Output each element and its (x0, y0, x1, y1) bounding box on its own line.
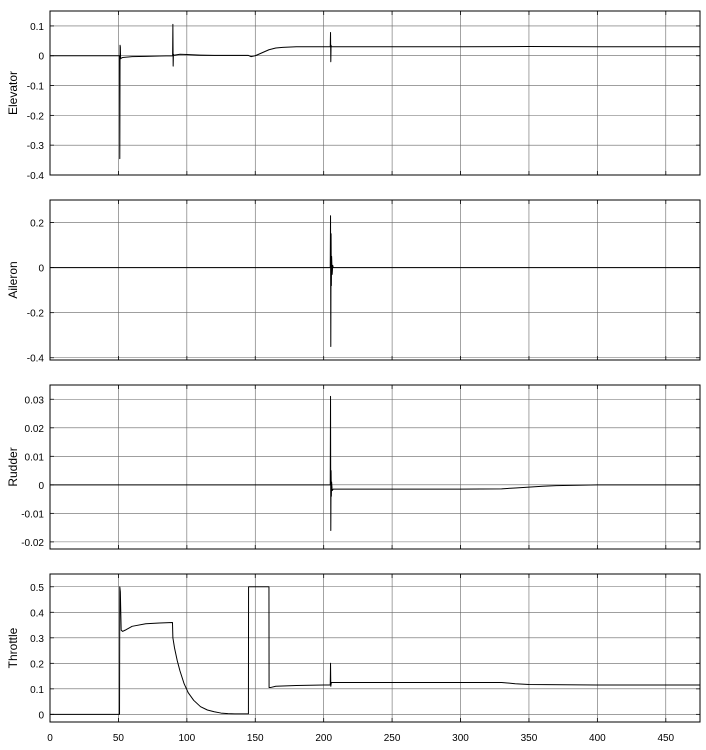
y-tick-label: -0.4 (27, 171, 45, 182)
panel-elevator: -0.4 -0.3 -0.2 -0.1 0 0.1 Elevator (6, 11, 700, 182)
y-axis-label: Elevator (6, 71, 20, 115)
x-tick-label: 50 (113, 733, 125, 744)
plot-area (50, 200, 700, 360)
y-tick-label: 0.2 (30, 659, 44, 670)
x-tick-label: 250 (384, 733, 401, 744)
x-tick-label: 300 (452, 733, 469, 744)
y-tick-label: -0.1 (27, 82, 45, 93)
y-tick-label: -0.02 (21, 538, 44, 549)
y-tick-label: -0.01 (21, 509, 44, 520)
y-tick-label: 0.3 (30, 634, 44, 645)
y-tick-label: 0.5 (30, 583, 44, 594)
x-tick-label: 100 (178, 733, 195, 744)
y-tick-label: 0.01 (25, 452, 45, 463)
y-tick-label: 0 (38, 264, 44, 275)
y-tick-label: 0 (38, 710, 44, 721)
panel-throttle: 0 0.1 0.2 0.3 0.4 0.5 Throttle 0 50 100 150 200 250 3… (6, 574, 700, 744)
y-tick-label: -0.2 (27, 111, 45, 122)
x-tick-label: 450 (657, 733, 674, 744)
y-tick-label: 0.2 (30, 219, 44, 230)
y-tick-label: 0.02 (25, 424, 45, 435)
plot-area (50, 574, 700, 722)
y-tick-label: 0.4 (30, 608, 44, 619)
panel-rudder: -0.02 -0.01 0 0.01 0.02 0.03 Rudder (6, 385, 700, 549)
x-tick-label: 150 (247, 733, 264, 744)
y-tick-label: -0.4 (27, 354, 45, 365)
plot-area (50, 385, 700, 549)
y-tick-label: 0.1 (30, 685, 44, 696)
y-axis-label: Aileron (6, 261, 20, 298)
y-tick-label: 0 (38, 481, 44, 492)
y-axis-label: Rudder (6, 447, 20, 486)
y-tick-label: 0 (38, 52, 44, 63)
y-tick-label: 0.1 (30, 22, 44, 33)
x-tick-label: 350 (521, 733, 538, 744)
y-tick-label: 0.03 (25, 395, 45, 406)
y-tick-label: -0.2 (27, 309, 45, 320)
panel-aileron: -0.4 -0.2 0 0.2 Aileron (6, 200, 700, 365)
y-axis-label: Throttle (6, 627, 20, 668)
x-tick-label: 0 (47, 733, 53, 744)
x-tick-label: 400 (589, 733, 606, 744)
x-tick-label: 200 (315, 733, 332, 744)
y-tick-label: -0.3 (27, 141, 45, 152)
plot-area (50, 11, 700, 175)
